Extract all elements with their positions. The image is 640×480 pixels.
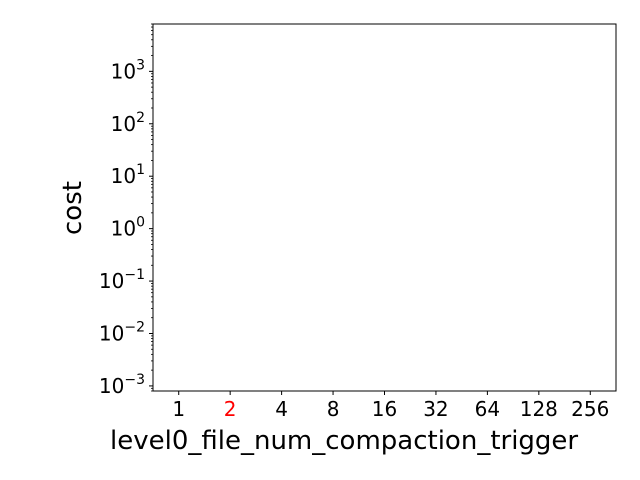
x-tick-label: 128 bbox=[520, 397, 558, 421]
x-tick-label: 256 bbox=[571, 397, 609, 421]
x-axis-label: level0_file_num_compaction_trigger bbox=[110, 426, 578, 456]
x-tick-label: 8 bbox=[327, 397, 340, 421]
y-tick-label: 102 bbox=[111, 110, 145, 136]
y-tick-label: 101 bbox=[111, 162, 145, 188]
x-tick-label: 1 bbox=[172, 397, 185, 421]
y-tick-label: 10−2 bbox=[99, 319, 145, 345]
plot-area bbox=[153, 24, 616, 391]
y-major-ticks: 10−3 10−2 10−1 100 101 102 103 bbox=[99, 57, 153, 398]
x-tick-label: 4 bbox=[275, 397, 288, 421]
x-tick-label: 2 bbox=[224, 397, 237, 421]
x-tick-label: 32 bbox=[423, 397, 448, 421]
x-tick-label: 64 bbox=[475, 397, 500, 421]
y-tick-label: 10−1 bbox=[99, 267, 145, 293]
plot-frame bbox=[152, 23, 617, 392]
y-tick-label: 10−3 bbox=[99, 372, 145, 398]
y-axis-label: cost bbox=[58, 181, 88, 235]
x-ticks: 1 2 4 8 16 32 64 128 256 bbox=[172, 391, 609, 421]
y-tick-label: 103 bbox=[111, 57, 145, 83]
x-tick-label: 16 bbox=[372, 397, 397, 421]
y-tick-label: 100 bbox=[111, 215, 145, 241]
